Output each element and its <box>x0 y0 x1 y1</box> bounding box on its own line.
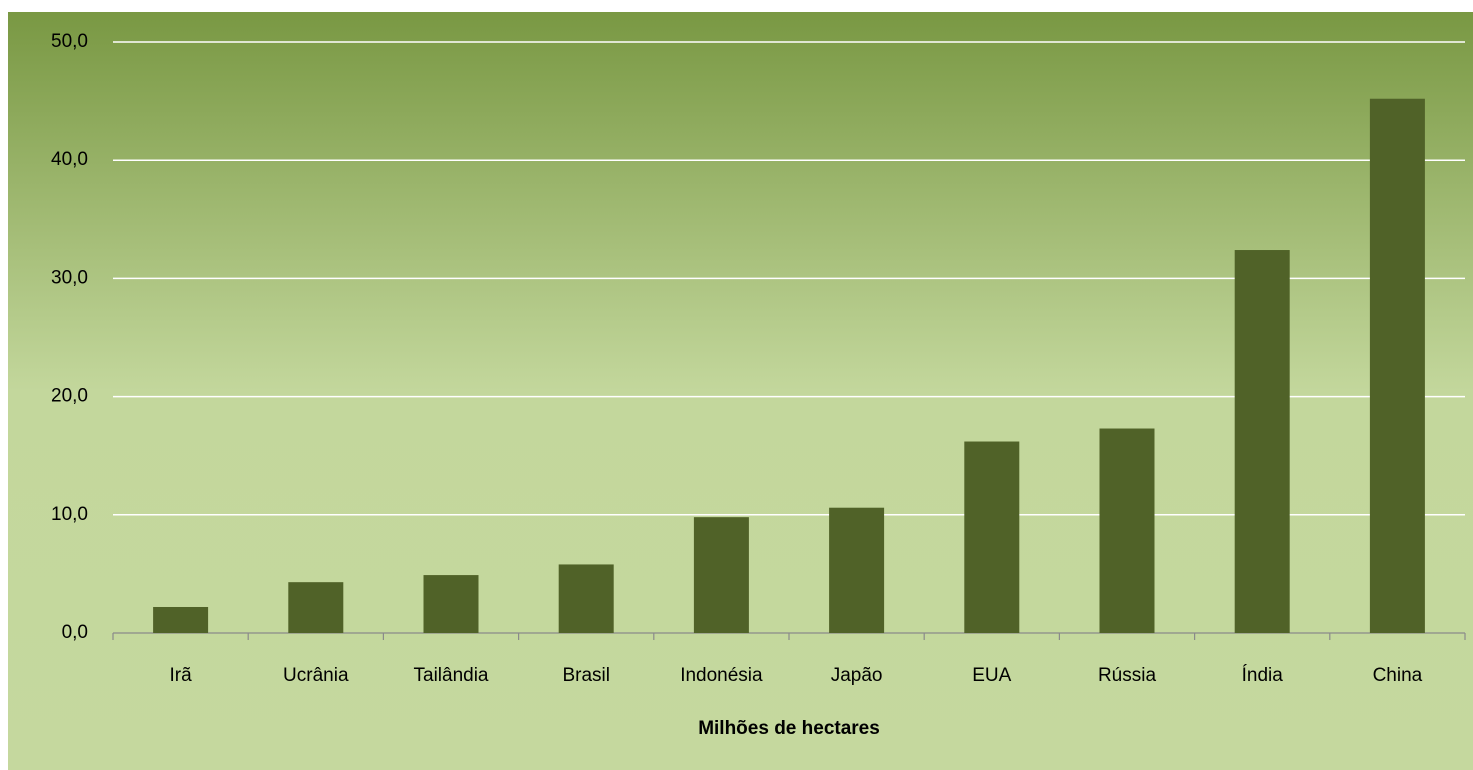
x-axis-label: Milhões de hectares <box>698 718 880 739</box>
x-tick-label: Irã <box>170 665 193 686</box>
x-tick-label: Rússia <box>1098 665 1157 686</box>
y-tick-label: 0,0 <box>62 622 88 643</box>
x-tick-label: EUA <box>972 665 1011 686</box>
x-tick-label: Indonésia <box>680 665 763 686</box>
bar <box>1234 250 1290 634</box>
y-tick-label: 20,0 <box>51 386 88 407</box>
bar <box>1369 98 1425 633</box>
bar <box>423 575 479 633</box>
bar <box>964 441 1020 633</box>
y-tick-label: 40,0 <box>51 149 88 170</box>
x-tick-label: Índia <box>1242 665 1284 686</box>
x-tick-label: Japão <box>831 665 883 686</box>
bar <box>288 582 344 633</box>
bar <box>558 564 614 633</box>
x-tick-label: Brasil <box>562 665 610 686</box>
bar <box>693 517 749 633</box>
x-tick-label: China <box>1373 665 1423 686</box>
x-tick-label: Ucrânia <box>283 665 349 686</box>
bar <box>153 606 209 633</box>
bar <box>829 507 885 633</box>
bar <box>1099 428 1155 633</box>
chart-background <box>8 12 1473 770</box>
x-tick-label: Tailândia <box>414 665 489 686</box>
y-tick-label: 50,0 <box>51 31 88 52</box>
y-tick-label: 10,0 <box>51 504 88 525</box>
y-tick-label: 30,0 <box>51 267 88 288</box>
